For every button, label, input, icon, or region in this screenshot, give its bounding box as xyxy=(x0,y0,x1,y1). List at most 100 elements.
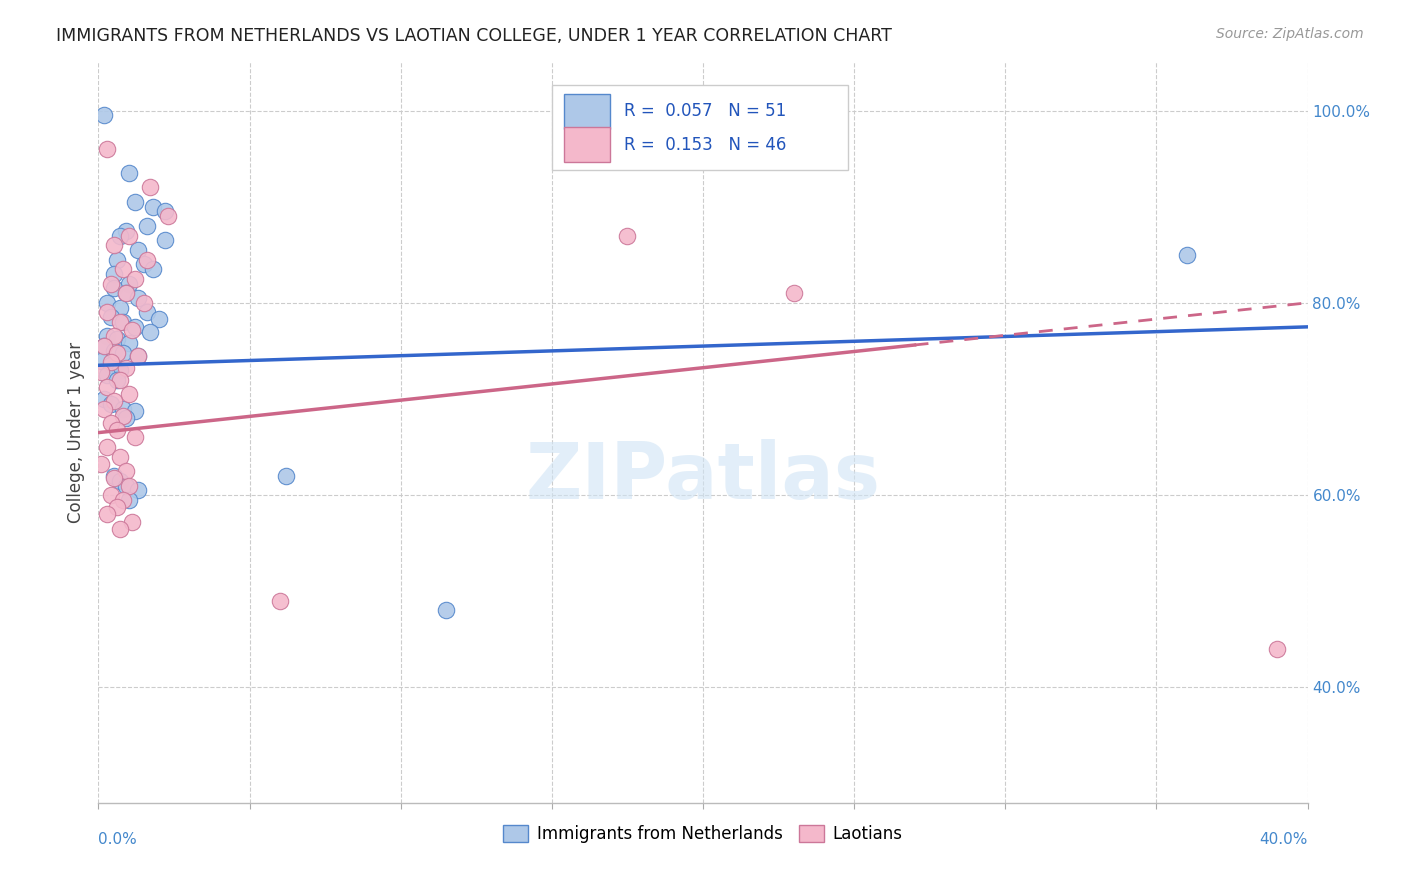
Point xyxy=(127,243,149,257)
Point xyxy=(153,204,176,219)
Point xyxy=(108,301,131,315)
Point xyxy=(100,355,122,369)
Point xyxy=(127,349,149,363)
Point xyxy=(96,440,118,454)
Point xyxy=(103,238,125,252)
Point xyxy=(124,403,146,417)
Point xyxy=(114,224,136,238)
Point xyxy=(434,603,457,617)
Point xyxy=(100,488,122,502)
FancyBboxPatch shape xyxy=(564,94,610,129)
Point xyxy=(124,430,146,444)
Point xyxy=(111,492,134,507)
Point xyxy=(90,458,112,472)
Point xyxy=(135,305,157,319)
Point xyxy=(96,508,118,522)
Point xyxy=(108,228,131,243)
Point xyxy=(93,401,115,416)
Point xyxy=(96,329,118,343)
Point xyxy=(108,363,131,377)
Point xyxy=(103,329,125,343)
FancyBboxPatch shape xyxy=(551,85,848,169)
Point xyxy=(148,312,170,326)
Point xyxy=(127,349,149,363)
Point xyxy=(118,387,141,401)
Point xyxy=(118,166,141,180)
Point xyxy=(111,262,134,277)
Point xyxy=(96,142,118,156)
FancyBboxPatch shape xyxy=(564,127,610,162)
Point xyxy=(1267,642,1289,657)
Point xyxy=(105,332,128,346)
Point xyxy=(616,228,638,243)
Point xyxy=(103,469,125,483)
Point xyxy=(142,200,165,214)
Point xyxy=(93,108,115,122)
Point xyxy=(111,346,134,360)
Point xyxy=(111,401,134,416)
Point xyxy=(105,346,128,360)
Point xyxy=(114,286,136,301)
Point xyxy=(108,315,131,329)
Point xyxy=(105,373,128,387)
Point xyxy=(100,359,122,373)
Text: ZIPatlas: ZIPatlas xyxy=(526,439,880,515)
Point xyxy=(103,471,125,485)
Point xyxy=(114,464,136,478)
Point xyxy=(96,368,118,382)
Point xyxy=(274,469,297,483)
Point xyxy=(139,325,162,339)
Point xyxy=(153,233,176,247)
Point xyxy=(124,272,146,286)
Point xyxy=(142,262,165,277)
Point xyxy=(103,281,125,295)
Point xyxy=(100,397,122,411)
Point xyxy=(103,393,125,408)
Point xyxy=(105,500,128,514)
Point xyxy=(118,492,141,507)
Point xyxy=(118,478,141,492)
Point xyxy=(96,380,118,394)
Text: 0.0%: 0.0% xyxy=(98,831,138,847)
Point xyxy=(105,252,128,267)
Y-axis label: College, Under 1 year: College, Under 1 year xyxy=(66,342,84,524)
Point xyxy=(93,339,115,353)
Point xyxy=(90,365,112,379)
Point xyxy=(156,209,179,223)
Point xyxy=(121,323,143,337)
Point xyxy=(103,267,125,281)
Point xyxy=(103,343,125,358)
Point xyxy=(108,373,131,387)
Point xyxy=(111,409,134,424)
Point xyxy=(96,305,118,319)
Point xyxy=(118,228,141,243)
Point xyxy=(93,392,115,406)
Text: IMMIGRANTS FROM NETHERLANDS VS LAOTIAN COLLEGE, UNDER 1 YEAR CORRELATION CHART: IMMIGRANTS FROM NETHERLANDS VS LAOTIAN C… xyxy=(56,27,893,45)
Point xyxy=(269,594,291,608)
Point xyxy=(124,319,146,334)
Point xyxy=(118,277,141,291)
Point xyxy=(127,291,149,305)
Point xyxy=(105,423,128,437)
Point xyxy=(135,219,157,233)
Point xyxy=(111,315,134,329)
Text: R =  0.057   N = 51: R = 0.057 N = 51 xyxy=(624,103,786,120)
Point xyxy=(139,180,162,194)
Legend: Immigrants from Netherlands, Laotians: Immigrants from Netherlands, Laotians xyxy=(496,819,910,850)
Point xyxy=(132,257,155,271)
Point xyxy=(783,286,806,301)
Text: Source: ZipAtlas.com: Source: ZipAtlas.com xyxy=(1216,27,1364,41)
Point xyxy=(132,295,155,310)
Point xyxy=(114,361,136,376)
Point xyxy=(124,194,146,209)
Point xyxy=(127,483,149,498)
Point xyxy=(90,353,112,368)
Point xyxy=(114,411,136,425)
Point xyxy=(118,336,141,351)
Text: 40.0%: 40.0% xyxy=(1260,831,1308,847)
Point xyxy=(100,277,122,291)
Point xyxy=(108,450,131,464)
Point xyxy=(121,515,143,529)
Point xyxy=(114,286,136,301)
Point xyxy=(108,474,131,488)
